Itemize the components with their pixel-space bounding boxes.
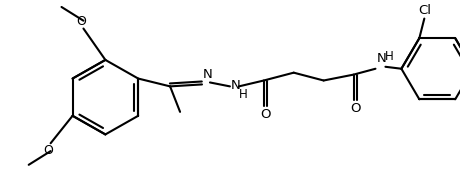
Text: H: H bbox=[239, 88, 248, 101]
Text: O: O bbox=[44, 144, 53, 157]
Text: O: O bbox=[77, 15, 86, 28]
Text: O: O bbox=[350, 102, 361, 115]
Text: Cl: Cl bbox=[418, 4, 431, 17]
Text: N: N bbox=[377, 52, 386, 65]
Text: N: N bbox=[203, 69, 213, 82]
Text: N: N bbox=[231, 79, 241, 92]
Text: O: O bbox=[260, 108, 271, 121]
Text: H: H bbox=[384, 50, 393, 63]
